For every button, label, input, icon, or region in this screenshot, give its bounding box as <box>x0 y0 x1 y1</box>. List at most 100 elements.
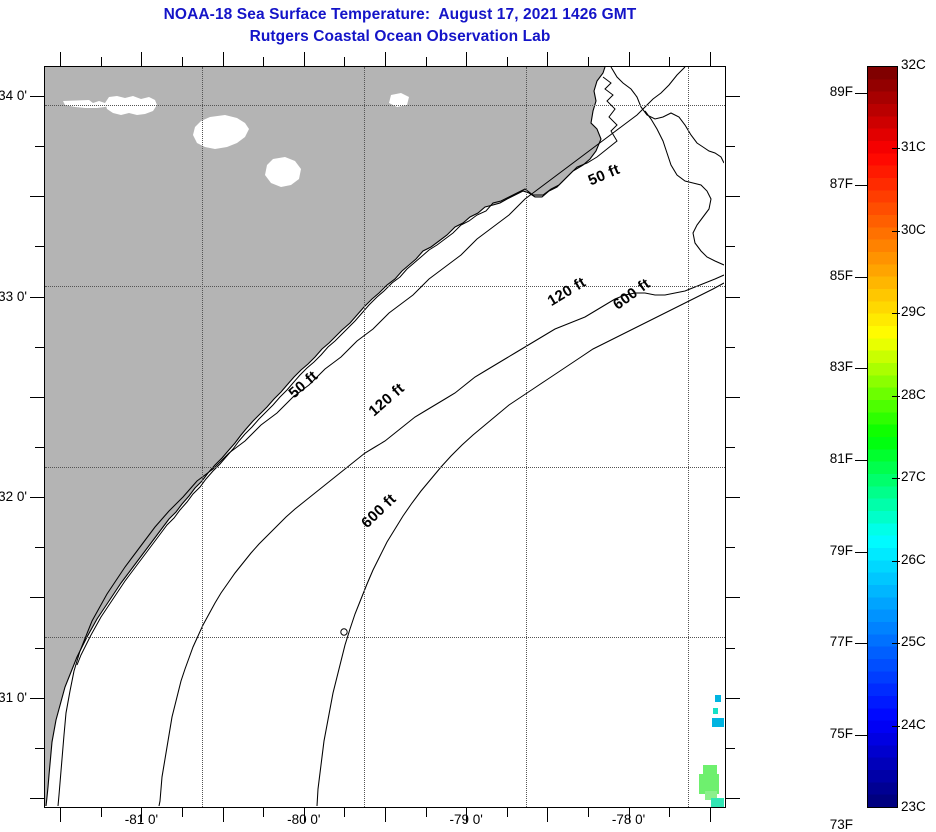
lat-tick <box>30 697 44 699</box>
gridline-lon--79 <box>526 67 527 807</box>
gridline-lon--80 <box>364 67 365 807</box>
lat-tick-right <box>726 196 740 198</box>
figure-title: NOAA-18 Sea Surface Temperature: August … <box>0 4 800 48</box>
colorbar-c-tick <box>892 395 900 397</box>
colorbar-fahrenheit-label: 89F <box>829 84 853 100</box>
lat-tick <box>30 196 44 198</box>
colorbar-celsius-label: 29C <box>901 304 926 320</box>
gridline-lon--81 <box>202 67 203 807</box>
lon-tick <box>466 808 468 822</box>
lat-tick <box>35 346 44 348</box>
lon-tick-top <box>506 57 508 66</box>
colorbar-c-tick <box>892 560 900 562</box>
lat-tick-right <box>726 597 740 599</box>
colorbar-f-tick <box>855 734 867 736</box>
sst-pixel-patch <box>711 798 724 807</box>
lon-tick-top <box>182 57 184 66</box>
y-axis-label: 32 0' <box>0 489 27 505</box>
x-axis-label: -79 0' <box>449 812 483 827</box>
colorbar-fahrenheit-label: 85F <box>829 267 853 283</box>
coastline <box>45 67 606 806</box>
lon-tick-top <box>100 57 102 66</box>
lon-tick-top <box>709 52 711 66</box>
colorbar-c-tick <box>892 478 900 480</box>
lon-tick <box>344 808 346 817</box>
lon-tick-top <box>263 57 265 66</box>
colorbar-fahrenheit-label: 77F <box>829 634 853 650</box>
colorbar-c-tick <box>892 725 900 727</box>
colorbar-celsius-label: 32C <box>901 57 926 72</box>
lon-tick-top <box>222 52 224 66</box>
gridline-lat-32 <box>45 467 725 468</box>
colorbar-f-tick <box>855 276 867 278</box>
gridline-lat-34 <box>45 105 725 106</box>
lon-tick-top <box>141 52 143 66</box>
lon-tick <box>303 808 305 822</box>
lat-tick <box>35 146 44 148</box>
x-axis-label: -80 0' <box>287 812 321 827</box>
colorbar-celsius-label: 25C <box>901 634 926 650</box>
sst-pixel-patch <box>712 718 724 727</box>
lat-tick-right <box>726 346 735 348</box>
lon-tick <box>587 808 589 817</box>
lon-tick-top <box>344 57 346 66</box>
colorbar-celsius-label: 28C <box>901 386 926 402</box>
lon-tick <box>182 808 184 817</box>
lon-tick-top <box>425 57 427 66</box>
sst-pixel-patch <box>713 708 718 714</box>
lon-tick-top <box>587 57 589 66</box>
map-geography <box>45 67 724 806</box>
contour-50ft <box>57 67 686 806</box>
cape-detail <box>610 67 724 266</box>
lat-tick-right <box>726 146 735 148</box>
gridline-lat-31 <box>45 637 725 638</box>
sst-pixel-patch <box>715 695 721 702</box>
lat-tick-right <box>726 96 740 98</box>
lat-tick-right <box>726 396 740 398</box>
lat-tick <box>30 96 44 98</box>
lat-tick <box>35 547 44 549</box>
lat-tick-right <box>726 447 735 449</box>
colorbar-fahrenheit-label: 73F <box>829 817 853 832</box>
lon-tick <box>60 808 62 822</box>
temperature-colorbar[interactable] <box>867 66 898 808</box>
lon-tick <box>222 808 224 822</box>
map-canvas <box>45 67 725 807</box>
lat-tick-right <box>726 797 740 799</box>
lat-tick-right <box>726 697 740 699</box>
colorbar-celsius-label: 26C <box>901 551 926 567</box>
lon-tick <box>506 808 508 817</box>
colorbar-c-tick <box>892 148 900 150</box>
colorbar-fahrenheit-label: 75F <box>829 725 853 741</box>
gridline-lon--78 <box>688 67 689 807</box>
lon-tick-top <box>60 52 62 66</box>
colorbar-fahrenheit-label: 81F <box>829 450 853 466</box>
map-plot-area[interactable]: 50 ft 50 ft 120 ft 120 ft 600 ft 600 ft <box>44 66 726 808</box>
lat-tick-right <box>726 296 740 298</box>
lat-tick-right <box>726 246 735 248</box>
colorbar-fahrenheit-label: 87F <box>829 176 853 192</box>
lat-tick-right <box>726 547 735 549</box>
lat-tick <box>35 246 44 248</box>
small-feature <box>340 628 348 636</box>
lon-tick-top <box>547 52 549 66</box>
colorbar-c-tick <box>892 313 900 315</box>
colorbar-f-tick <box>855 93 867 95</box>
lon-tick <box>709 808 711 822</box>
lon-tick <box>628 808 630 822</box>
colorbar-celsius-label: 31C <box>901 139 926 155</box>
lat-tick <box>35 647 44 649</box>
lat-tick <box>30 497 44 499</box>
colorbar-celsius-label: 23C <box>901 799 926 814</box>
lat-tick <box>35 747 44 749</box>
x-axis-label: -78 0' <box>611 812 646 827</box>
lat-tick-right <box>726 647 735 649</box>
colorbar-f-tick <box>855 185 867 187</box>
lon-tick <box>385 808 386 822</box>
sst-pixel-patch <box>705 791 717 800</box>
colorbar-celsius-label: 24C <box>901 716 926 732</box>
lon-tick <box>669 808 671 817</box>
colorbar-c-tick <box>892 643 900 645</box>
title-line-1: NOAA-18 Sea Surface Temperature: August … <box>163 6 637 23</box>
